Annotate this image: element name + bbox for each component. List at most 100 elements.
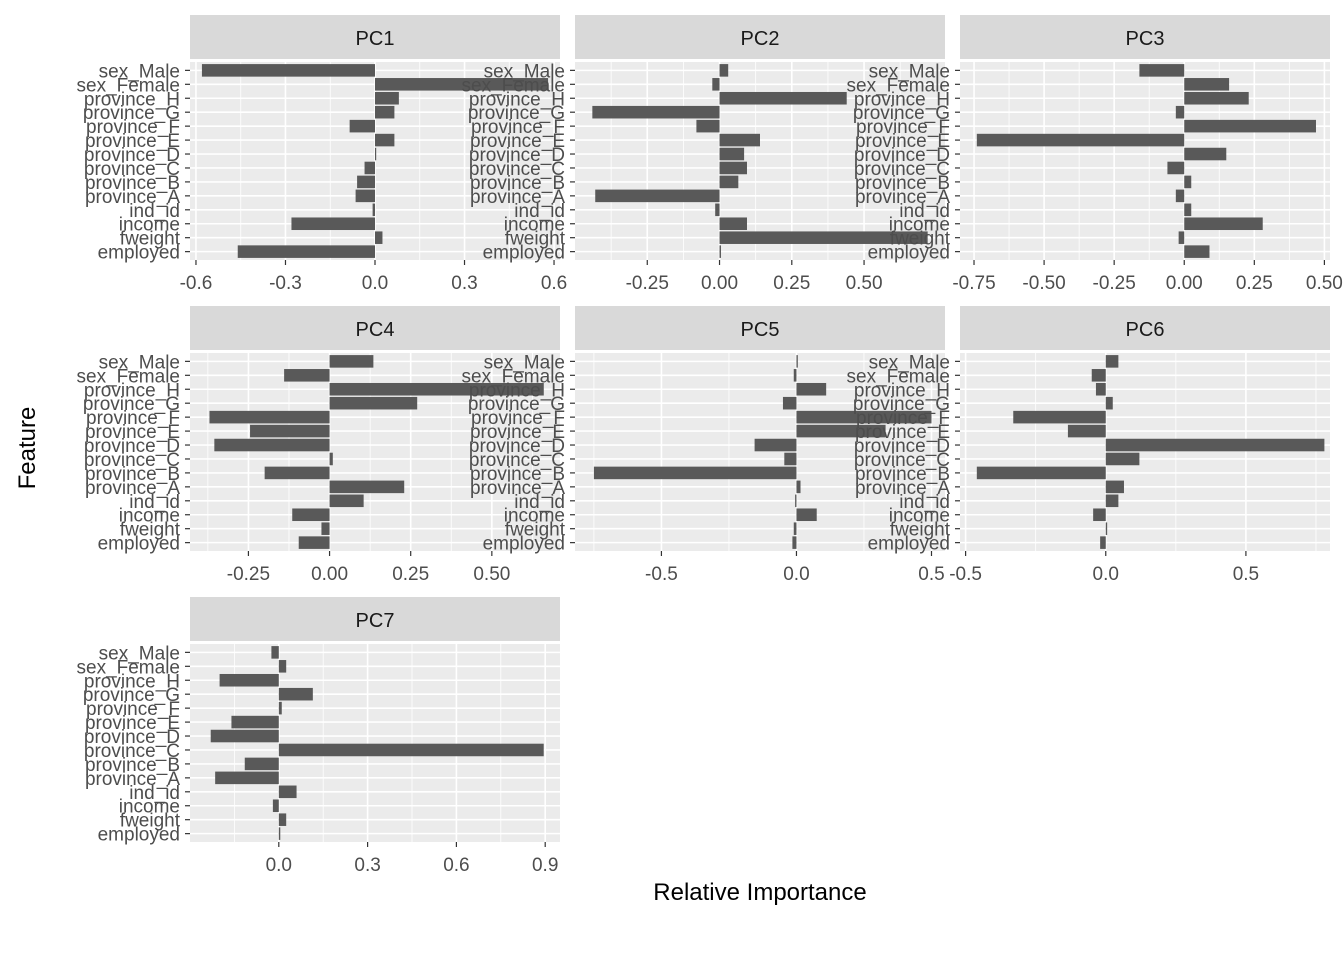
y-tick-label: fweight	[120, 229, 181, 250]
bar-pc2-fweight	[719, 231, 928, 244]
y-tick-label: province_D	[84, 145, 180, 166]
y-tick-label: province_H	[854, 89, 950, 110]
bar-pc1-employed	[237, 245, 375, 258]
bar-pc1-province_D	[375, 147, 377, 161]
y-tick-label: province_A	[470, 187, 565, 208]
y-tick-label: province_H	[469, 89, 565, 110]
bar-pc2-province_A	[595, 189, 720, 203]
y-tick-label: province_A	[470, 478, 565, 499]
bar-pc2-province_D	[719, 147, 745, 161]
bar-pc3-fweight	[1178, 231, 1185, 244]
y-tick-label: sex_Male	[869, 352, 950, 373]
facet-pc5: PC5sex_Malesex_Femaleprovince_Hprovince_…	[462, 306, 945, 585]
x-tick-label: -0.6	[180, 273, 213, 294]
bar-pc1-province_E	[375, 133, 395, 147]
y-tick-label: province_C	[469, 450, 565, 471]
y-tick-label: fweight	[120, 520, 181, 541]
bar-pc2-province_F	[696, 119, 720, 133]
y-tick-label: ind_id	[899, 201, 950, 222]
bar-pc5-ind_id	[795, 494, 797, 508]
x-tick-label: 0.5	[918, 564, 944, 585]
facet-title: PC2	[741, 28, 780, 50]
bar-pc4-employed	[298, 536, 330, 549]
x-tick-label: -0.75	[952, 273, 995, 294]
facet-strip	[575, 15, 945, 59]
y-tick-label: province_F	[856, 117, 950, 138]
bar-pc2-ind_id	[715, 203, 720, 217]
y-tick-label: province_D	[854, 145, 950, 166]
bar-pc1-province_H	[375, 91, 399, 105]
bar-pc1-sex_Male	[201, 64, 375, 77]
bar-pc1-province_C	[364, 161, 375, 175]
y-tick-label: fweight	[120, 811, 181, 832]
bar-pc6-sex_Male	[1105, 355, 1119, 368]
x-tick-label: -0.25	[1093, 273, 1136, 294]
bar-pc4-ind_id	[329, 494, 364, 508]
x-tick-label: -0.5	[949, 564, 982, 585]
panel-background	[190, 644, 560, 842]
bar-pc6-province_D	[1105, 438, 1325, 452]
facet-pc3: PC3sex_Malesex_Femaleprovince_Hprovince_…	[847, 15, 1343, 294]
x-tick-label: 0.6	[541, 273, 567, 294]
x-tick-label: 0.0	[1093, 564, 1119, 585]
bar-pc6-fweight	[1105, 522, 1108, 535]
y-tick-label: province_G	[83, 394, 180, 415]
bar-pc5-province_C	[784, 452, 797, 466]
bar-pc1-province_B	[357, 175, 375, 189]
bar-pc3-ind_id	[1184, 203, 1192, 217]
x-tick-label: 0.50	[1306, 273, 1343, 294]
y-tick-label: province_E	[470, 422, 565, 443]
y-tick-label: province_A	[85, 478, 180, 499]
y-tick-label: sex_Female	[77, 75, 181, 96]
facet-panels: PC1sex_Malesex_Femaleprovince_Hprovince_…	[77, 15, 1343, 876]
y-tick-label: sex_Male	[99, 643, 180, 664]
bar-pc7-ind_id	[278, 785, 297, 799]
y-tick-label: sex_Male	[869, 61, 950, 82]
x-tick-label: 0.6	[443, 855, 469, 876]
y-tick-label: income	[119, 797, 180, 818]
y-tick-label: sex_Female	[847, 75, 951, 96]
bar-pc6-province_C	[1105, 452, 1140, 466]
bar-pc3-province_F	[1184, 119, 1316, 133]
bar-pc2-province_G	[592, 105, 720, 119]
y-tick-label: province_C	[469, 159, 565, 180]
x-tick-label: 0.3	[354, 855, 380, 876]
bar-pc1-province_F	[349, 119, 375, 133]
x-tick-label: 0.00	[701, 273, 738, 294]
facet-title: PC6	[1126, 319, 1165, 341]
y-tick-label: province_C	[854, 159, 950, 180]
bar-pc1-province_A	[355, 189, 375, 203]
bar-pc5-fweight	[793, 522, 797, 535]
y-tick-label: income	[119, 215, 180, 236]
y-tick-label: province_D	[469, 145, 565, 166]
bar-pc5-income	[796, 508, 817, 522]
bar-pc6-sex_Female	[1091, 369, 1106, 382]
x-tick-label: -0.25	[227, 564, 270, 585]
facet-pc2: PC2sex_Malesex_Femaleprovince_Hprovince_…	[462, 15, 945, 294]
bar-pc6-province_A	[1105, 480, 1124, 494]
y-tick-label: employed	[483, 243, 565, 264]
facet-strip	[575, 306, 945, 350]
bar-pc4-province_H	[329, 382, 544, 396]
bar-pc6-province_F	[1013, 410, 1106, 424]
bar-pc1-province_G	[375, 105, 395, 119]
facet-strip	[960, 15, 1330, 59]
y-tick-label: province_F	[86, 408, 180, 429]
y-tick-label: province_E	[85, 422, 180, 443]
y-tick-label: province_E	[855, 131, 950, 152]
y-tick-label: ind_id	[129, 492, 180, 513]
bar-pc3-sex_Male	[1139, 64, 1185, 77]
bar-pc2-province_E	[719, 133, 760, 147]
bar-pc6-province_G	[1105, 396, 1113, 410]
y-tick-label: province_A	[85, 769, 180, 790]
y-tick-label: province_E	[470, 131, 565, 152]
bar-pc3-income	[1184, 217, 1263, 231]
y-tick-label: fweight	[505, 229, 566, 250]
facet-strip	[190, 597, 560, 641]
bar-pc7-province_G	[278, 687, 313, 701]
y-tick-label: employed	[868, 243, 950, 264]
facet-pc6: PC6sex_Malesex_Femaleprovince_Hprovince_…	[847, 306, 1330, 585]
bar-pc7-province_D	[210, 729, 279, 743]
bar-pc1-income	[291, 217, 375, 231]
